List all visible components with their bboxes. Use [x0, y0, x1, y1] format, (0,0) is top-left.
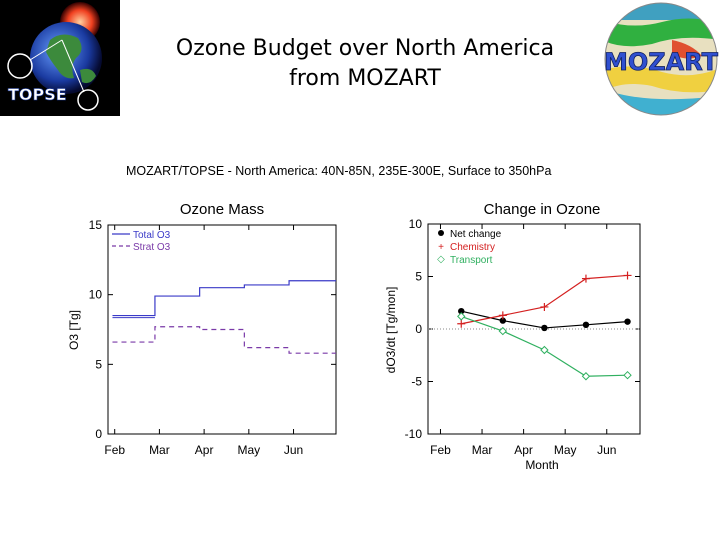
- series-transport-point: [457, 312, 466, 321]
- legend-net-label: Net change: [450, 229, 502, 240]
- ytick-label: 0: [415, 322, 422, 336]
- xtick-label: May: [554, 443, 577, 457]
- series-net-change-point: [624, 318, 631, 325]
- ytick-label: 15: [89, 218, 103, 232]
- xtick-label: May: [237, 443, 260, 457]
- ytick-label: 10: [409, 217, 423, 231]
- series-transport-point: [498, 326, 508, 336]
- ozone-mass-ylabel: O3 [Tg]: [67, 310, 81, 350]
- xtick-label: Feb: [430, 443, 451, 457]
- series-strat-o3: [112, 326, 336, 354]
- ytick-label: 10: [89, 288, 103, 302]
- series-net-change-point: [458, 307, 465, 315]
- series-transport-point: [623, 370, 632, 380]
- ozone-mass-title: Ozone Mass: [180, 201, 264, 218]
- ozone-mass-chart: Ozone Mass O3 [Tg] Total O3 Strat O3 0 5 1…: [67, 201, 337, 457]
- xtick-label: Mar: [149, 443, 170, 457]
- legend-transport-label: Transport: [450, 255, 493, 266]
- series-chemistry-point: [540, 302, 549, 311]
- legend-total-label: Total O3: [133, 230, 171, 241]
- legend-net-marker: [438, 230, 444, 236]
- figure-title: MOZART/TOPSE - North America: 40N-85N, 2…: [126, 164, 551, 178]
- xtick-label: Apr: [514, 443, 533, 457]
- series-net-change-point: [499, 317, 507, 324]
- change-title: Change in Ozone: [484, 201, 601, 218]
- page-title-line2: from MOZART: [289, 66, 441, 91]
- series-chemistry-point: [498, 311, 507, 320]
- ytick-label: -10: [405, 427, 423, 441]
- series-chemistry-point: [457, 319, 466, 328]
- legend-strat-label: Strat O3: [133, 242, 171, 253]
- ozone-mass-plot-frame: [107, 224, 337, 435]
- mozart-logo-graphic: MOZART: [604, 2, 719, 116]
- series-total-o3: [112, 280, 336, 317]
- xtick-label: Jun: [597, 443, 616, 457]
- xtick-label: Mar: [472, 443, 493, 457]
- change-xlabel: Month: [525, 458, 558, 472]
- series-chemistry-point: [623, 271, 632, 280]
- mozart-logo-text: MOZART: [604, 48, 719, 76]
- series-net-change-point: [582, 321, 590, 328]
- topse-logo-text: TOPSE: [8, 85, 67, 104]
- change-in-ozone-chart: Change in Ozone dO3/dt [Tg/mon] Month Ne…: [384, 201, 641, 472]
- page-title-line1: Ozone Budget over North America: [175, 36, 555, 61]
- series-transport-point: [540, 345, 549, 355]
- topse-logo-graphic: TOPSE: [7, 2, 102, 111]
- legend-transport-marker: ◇: [437, 254, 445, 265]
- ytick-label: 5: [95, 357, 102, 371]
- legend-chem-marker: +: [438, 242, 444, 253]
- page-title: Ozone Budget over North America from MOZ…: [130, 34, 600, 94]
- xtick-label: Apr: [195, 443, 214, 457]
- ytick-label: 5: [415, 270, 422, 284]
- series-transport-point: [581, 372, 591, 381]
- topse-logo: TOPSE: [0, 0, 120, 116]
- series-net-change-point: [541, 324, 548, 332]
- mozart-logo: MOZART: [602, 0, 720, 118]
- xtick-label: Jun: [284, 443, 303, 457]
- legend-chem-label: Chemistry: [450, 242, 495, 253]
- change-ylabel: dO3/dt [Tg/mon]: [384, 287, 398, 374]
- ytick-label: 0: [95, 427, 102, 441]
- ytick-label: -5: [411, 375, 422, 389]
- xtick-label: Feb: [104, 443, 125, 457]
- series-chemistry-point: [581, 274, 590, 283]
